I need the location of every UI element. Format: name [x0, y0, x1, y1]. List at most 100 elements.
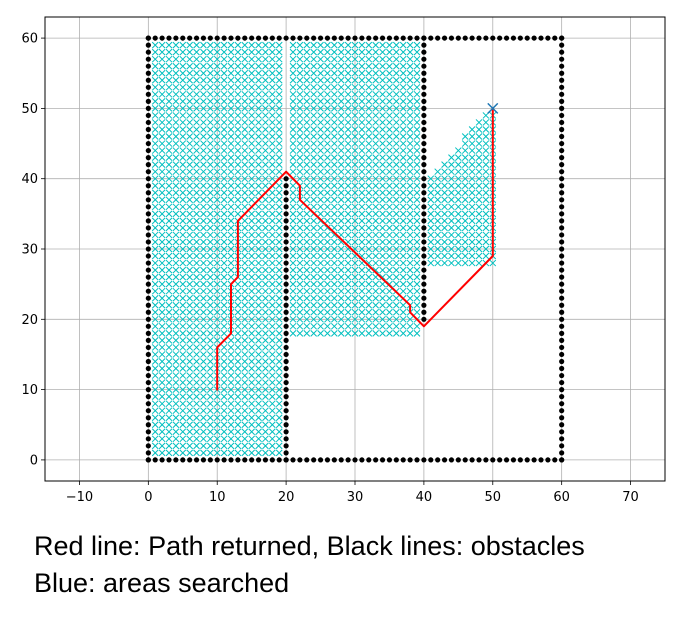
searched-marker [296, 98, 304, 105]
obstacle-point [283, 443, 289, 449]
searched-marker [200, 421, 207, 429]
searched-marker [179, 435, 187, 443]
searched-marker [372, 330, 380, 337]
searched-marker [227, 161, 235, 168]
searched-marker [186, 140, 194, 147]
searched-marker [213, 252, 221, 260]
searched-marker [372, 83, 380, 91]
obstacle-point [145, 133, 151, 140]
searched-marker [392, 217, 400, 225]
searched-marker [248, 83, 256, 91]
searched-marker [179, 322, 187, 330]
obstacle-point [559, 105, 565, 111]
searched-marker [358, 126, 366, 133]
obstacle-point [283, 372, 289, 379]
y-tick-label: 10 [21, 383, 38, 398]
searched-marker [268, 133, 276, 140]
searched-marker [344, 112, 352, 119]
obstacle-point [559, 401, 565, 407]
searched-marker [248, 301, 256, 309]
searched-marker [158, 351, 166, 358]
obstacle-point [311, 35, 317, 41]
searched-marker [461, 259, 469, 267]
searched-marker [200, 112, 207, 119]
searched-marker [330, 308, 338, 316]
searched-marker [344, 133, 352, 140]
searched-marker [468, 161, 476, 168]
searched-marker [454, 210, 462, 218]
searched-marker [365, 301, 373, 309]
searched-marker [441, 224, 448, 232]
searched-marker [275, 344, 283, 351]
searched-marker [392, 161, 400, 168]
searched-marker [268, 154, 276, 161]
searched-marker [413, 55, 421, 63]
obstacle-point [145, 169, 151, 175]
searched-marker [330, 203, 338, 211]
searched-marker [193, 83, 200, 91]
searched-marker [392, 168, 400, 176]
searched-marker [206, 90, 214, 98]
searched-marker [213, 83, 221, 91]
searched-marker [220, 365, 228, 372]
searched-marker [296, 83, 304, 91]
searched-marker [193, 175, 200, 183]
searched-marker [441, 189, 448, 197]
searched-marker [241, 76, 249, 84]
searched-marker [392, 224, 400, 232]
obstacle-point [352, 457, 358, 463]
searched-marker [365, 287, 373, 295]
searched-marker [206, 224, 214, 232]
searched-marker [399, 105, 407, 112]
searched-marker [151, 126, 159, 133]
searched-marker [200, 133, 207, 140]
searched-marker [303, 273, 311, 281]
searched-marker [399, 133, 407, 140]
searched-marker [200, 301, 207, 309]
searched-marker [289, 245, 297, 253]
searched-marker [220, 414, 228, 422]
obstacle-point [152, 457, 158, 463]
searched-marker [186, 175, 194, 183]
searched-marker [344, 83, 352, 91]
obstacle-point [462, 457, 468, 463]
searched-marker [275, 168, 283, 176]
obstacle-point [145, 56, 151, 62]
searched-marker [379, 154, 386, 161]
searched-marker [399, 273, 407, 281]
searched-marker [206, 421, 214, 429]
searched-marker [358, 217, 366, 225]
searched-marker [186, 48, 194, 56]
searched-marker [262, 55, 269, 63]
searched-marker [413, 76, 421, 84]
searched-marker [468, 147, 476, 154]
obstacle-point [503, 35, 510, 41]
searched-marker [303, 55, 311, 63]
searched-marker [213, 442, 221, 450]
obstacle-point [145, 147, 151, 154]
searched-marker [317, 147, 324, 154]
obstacle-point [517, 35, 523, 41]
searched-marker [213, 322, 221, 330]
searched-marker [482, 203, 490, 211]
searched-marker [213, 98, 221, 105]
searched-marker [255, 119, 262, 126]
searched-marker [386, 294, 393, 302]
searched-marker [262, 224, 269, 232]
searched-marker [172, 379, 180, 386]
searched-marker [248, 365, 256, 372]
searched-marker [275, 98, 283, 105]
searched-marker [151, 330, 159, 337]
searched-marker [193, 98, 200, 105]
searched-marker [365, 280, 373, 288]
searched-marker [358, 308, 366, 316]
searched-marker [213, 147, 221, 154]
searched-marker [303, 161, 311, 168]
searched-marker [193, 203, 200, 211]
searched-marker [268, 98, 276, 105]
searched-marker [317, 69, 324, 77]
searched-marker [337, 161, 345, 168]
searched-marker [324, 238, 331, 246]
searched-marker [317, 322, 324, 330]
searched-marker [179, 41, 187, 49]
